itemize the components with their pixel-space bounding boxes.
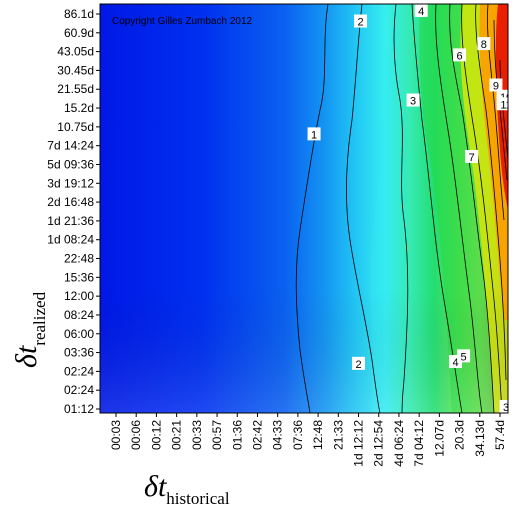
contour-label: 2 xyxy=(355,359,361,371)
y-tick-label: 21.55d xyxy=(57,82,94,96)
x-tick-label: 00:03 xyxy=(109,420,123,450)
x-tick-label: 12.07d xyxy=(432,420,446,457)
contour-label-box xyxy=(453,48,467,62)
x-tick-label: 34.13d xyxy=(473,420,487,457)
y-axis-title-sub: realized xyxy=(30,291,49,345)
y-tick-label: 15.2d xyxy=(64,101,94,115)
contour-level-2 xyxy=(346,4,381,413)
y-tick-label: 12:00 xyxy=(64,289,94,303)
x-tick-label: 1d 12:12 xyxy=(352,420,366,467)
contour-level-7 xyxy=(461,4,503,413)
contour-level-6 xyxy=(449,4,495,413)
x-tick-label: 01:36 xyxy=(230,420,244,450)
x-tick-label: 21:33 xyxy=(331,420,345,450)
contour-label-box xyxy=(457,349,471,363)
y-tick-label: 30.45d xyxy=(57,63,94,77)
x-tick-label: 7d 04:12 xyxy=(412,420,426,467)
svg-text:δthistorical: δthistorical xyxy=(144,470,230,508)
y-tick-label: 08:24 xyxy=(64,308,94,322)
contour-label-box xyxy=(465,149,479,163)
x-tick-label: 2d 12:54 xyxy=(372,420,386,467)
svg-text:δtrealized: δtrealized xyxy=(10,291,49,368)
contour-level-1 xyxy=(295,4,329,413)
y-tick-label: 15:36 xyxy=(64,270,94,284)
y-tick-label: 60.9d xyxy=(64,26,94,40)
x-tick-label: 57.4d xyxy=(493,420,507,450)
x-axis-title-main: δt xyxy=(144,470,167,503)
contour-label: 3 xyxy=(503,402,509,414)
plot-area: 1223445678910113 Copyright Gilles Zumbac… xyxy=(100,4,511,414)
x-axis-title-sub: historical xyxy=(166,489,230,508)
y-tick-label: 06:00 xyxy=(64,327,94,341)
x-tick-label: 07:36 xyxy=(291,420,305,450)
contour-label-box xyxy=(354,14,368,28)
x-axis-title: δthistorical xyxy=(144,470,230,508)
x-tick-label: 00:33 xyxy=(190,420,204,450)
contour-label: 1 xyxy=(311,129,317,141)
contour-label: 11 xyxy=(500,99,511,111)
copyright-text: Copyright Gilles Zumbach 2012 xyxy=(112,16,253,27)
contour-label-box xyxy=(352,356,366,370)
contour-label: 2 xyxy=(357,17,363,29)
y-tick-label: 10.75d xyxy=(57,120,94,134)
y-tick-label: 1d 08:24 xyxy=(47,233,94,247)
y-axis-title-main: δt xyxy=(10,345,43,368)
contour-label: 4 xyxy=(418,6,424,18)
contour-labels: 1223445678910113 xyxy=(307,4,511,414)
contour-label-box xyxy=(496,97,508,111)
y-axis: 86.1d 60.9d 43.05d 30.45d 21.55d 15.2d 10.75d 7… xyxy=(47,7,100,416)
y-tick-label: 5d 09:36 xyxy=(47,157,94,171)
x-tick-label: 02:42 xyxy=(250,420,264,450)
contour-label-box xyxy=(406,93,420,107)
contour-level-5 xyxy=(435,4,483,413)
contour-label: 3 xyxy=(410,96,416,108)
x-tick-label: 00:12 xyxy=(149,420,163,450)
y-tick-label: 02:24 xyxy=(64,364,94,378)
x-tick-label: 00:57 xyxy=(210,420,224,450)
x-axis: 00:03 00:06 00:12 00:21 00:33 00:57 01:36 02:42… xyxy=(109,413,507,467)
contour-label: 5 xyxy=(461,351,467,363)
contour-level-8 xyxy=(475,4,507,381)
y-tick-label: 43.05d xyxy=(57,45,94,59)
contour-label: 4 xyxy=(452,357,458,369)
contour-label: 8 xyxy=(481,39,487,51)
y-tick-label: 01:12 xyxy=(64,402,94,416)
contour-label-box xyxy=(477,37,491,51)
y-tick-label: 7d 14:24 xyxy=(47,139,94,153)
contour-label-box xyxy=(414,4,428,17)
y-tick-label: 22:48 xyxy=(64,252,94,266)
y-axis-title: δtrealized xyxy=(10,291,49,368)
contour-level-3 xyxy=(393,4,409,413)
x-tick-label: 20.3d xyxy=(453,420,467,450)
contour-level-11 xyxy=(499,59,508,161)
contour-level-9 xyxy=(487,4,505,221)
contour-label-box xyxy=(499,400,508,413)
y-tick-label: 3d 19:12 xyxy=(47,176,94,190)
contour-label: 7 xyxy=(469,152,475,164)
contour-label: 9 xyxy=(493,80,499,92)
y-tick-label: 03:36 xyxy=(64,346,94,360)
y-tick-label: 02:24 xyxy=(64,383,94,397)
y-tick-label: 2d 16:48 xyxy=(47,195,94,209)
x-tick-label: 04:33 xyxy=(271,420,285,450)
contour-label-box xyxy=(489,78,503,92)
contour-label-box xyxy=(496,89,508,103)
contour-label: 6 xyxy=(457,50,463,62)
y-tick-label: 86.1d xyxy=(64,7,94,21)
contour-label-box xyxy=(307,127,321,141)
plot-frame xyxy=(99,3,509,414)
y-tick-label: 1d 21:36 xyxy=(47,214,94,228)
x-tick-label: 4d 06:24 xyxy=(392,420,406,467)
x-tick-label: 00:06 xyxy=(129,420,143,450)
heatmap-fade xyxy=(100,4,508,413)
x-tick-label: 12:48 xyxy=(311,420,325,450)
x-tick-label: 00:21 xyxy=(170,420,184,450)
